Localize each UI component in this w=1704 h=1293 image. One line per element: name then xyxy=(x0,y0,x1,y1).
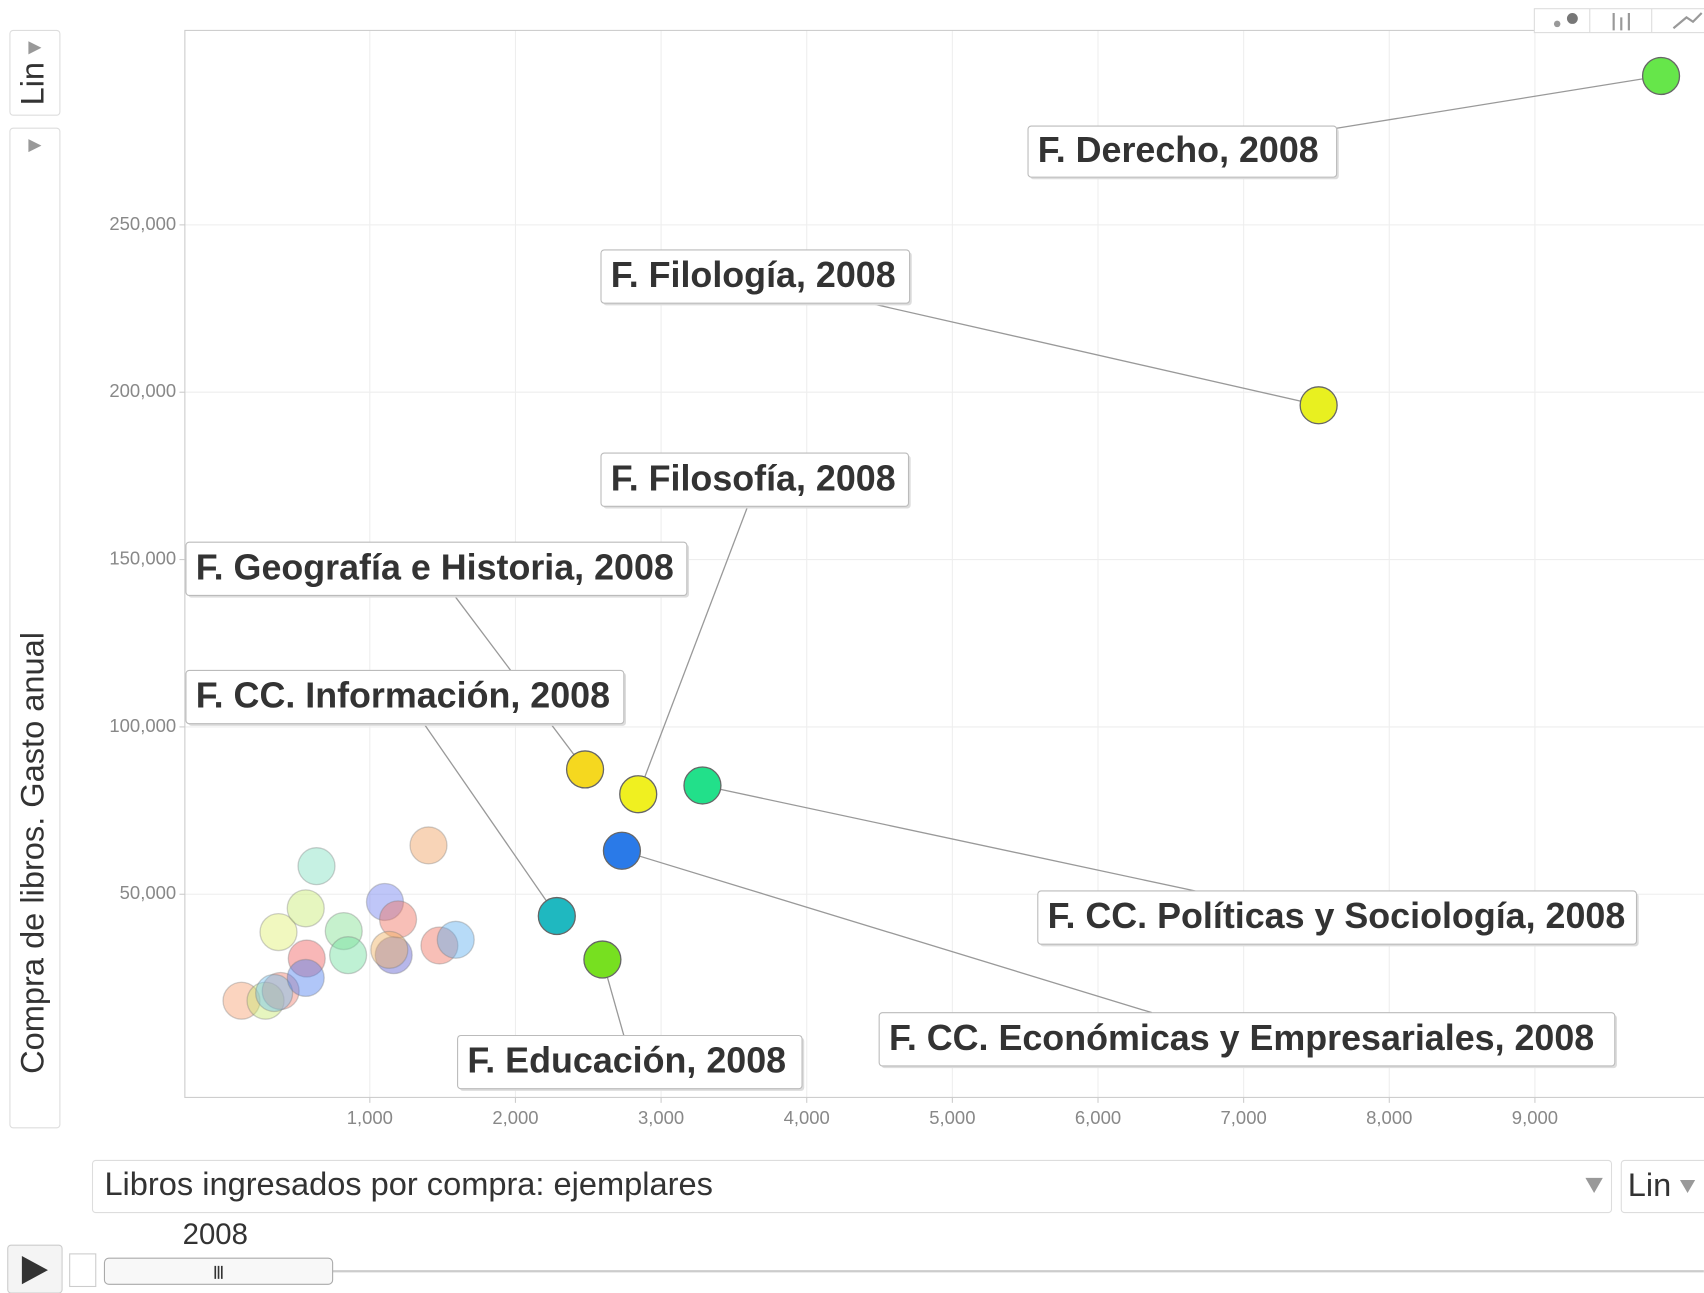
bubble-label: F. Filología, 2008 xyxy=(611,255,896,295)
bubble xyxy=(619,775,658,814)
bubble xyxy=(287,939,326,978)
bubble xyxy=(683,766,722,805)
x-tick-label: 7,000 xyxy=(1221,1107,1267,1128)
bar-tab-icon xyxy=(1612,13,1630,31)
bubble-tab-icon xyxy=(1566,13,1578,24)
y-tick-label: 200,000 xyxy=(109,380,176,401)
arrow-icon xyxy=(28,139,42,153)
x-tick-label: 8,000 xyxy=(1366,1107,1412,1128)
arrow-icon xyxy=(28,41,42,55)
y-tick-label: 250,000 xyxy=(109,213,176,234)
y-tick-label: 100,000 xyxy=(109,715,176,736)
leader-line xyxy=(423,723,558,917)
bubble-label: F. CC. Económicas y Empresariales, 2008 xyxy=(889,1018,1594,1058)
y-axis-label: Compra de libros. Gasto anual xyxy=(14,632,51,1074)
x-tick-label: 5,000 xyxy=(929,1107,975,1128)
bubble xyxy=(374,936,413,975)
x-tick-label: 1,000 xyxy=(347,1107,393,1128)
bubble xyxy=(1299,386,1338,425)
bubble xyxy=(259,912,298,952)
bubble xyxy=(602,831,642,870)
line-tab-icon xyxy=(1672,12,1703,30)
bubble xyxy=(436,920,475,959)
label-box xyxy=(185,669,625,725)
play-icon xyxy=(21,1256,48,1285)
marks xyxy=(222,56,1681,1020)
x-tick-label: 3,000 xyxy=(638,1107,684,1128)
label-box xyxy=(600,249,911,304)
bubble xyxy=(286,958,325,998)
bubble-label: F. CC. Políticas y Sociología, 2008 xyxy=(1048,896,1626,936)
label-box xyxy=(600,452,910,507)
bubble-label: F. Geografía e Historia, 2008 xyxy=(196,547,674,587)
x-tick-label: 9,000 xyxy=(1512,1107,1558,1128)
plot-frame xyxy=(184,29,1704,1098)
bubble xyxy=(255,973,294,1013)
bubble xyxy=(261,971,300,1011)
label-box xyxy=(878,1012,1616,1067)
y-tick-label: 50,000 xyxy=(120,882,176,903)
bubble xyxy=(378,900,418,939)
bubble xyxy=(1641,56,1681,96)
label-box xyxy=(1027,125,1338,178)
y-scale-label: Lin xyxy=(14,62,51,105)
x-tick-label: 6,000 xyxy=(1075,1107,1121,1128)
bubble-label: F. Filosofía, 2008 xyxy=(611,458,896,498)
bubble xyxy=(370,930,409,969)
x-tick-label: 2,000 xyxy=(492,1107,538,1128)
label-box xyxy=(1037,890,1638,945)
bubble xyxy=(246,981,285,1020)
y-axis-selector[interactable] xyxy=(9,127,61,1129)
leader-line xyxy=(637,506,749,795)
y-tick-label: 150,000 xyxy=(109,547,176,568)
speed-control[interactable] xyxy=(69,1253,97,1288)
bubble xyxy=(222,981,261,1020)
time-label: 2008 xyxy=(183,1218,248,1251)
bubble-label: F. Educación, 2008 xyxy=(467,1041,786,1081)
y-scale-button[interactable] xyxy=(9,29,61,116)
leader-line xyxy=(702,784,1196,892)
bubble xyxy=(365,882,405,922)
bubble xyxy=(537,896,576,936)
x-axis-selector[interactable] xyxy=(91,1159,1613,1214)
bubble xyxy=(297,847,336,886)
label-box xyxy=(185,541,688,596)
x-tick-label: 4,000 xyxy=(784,1107,830,1128)
label-box xyxy=(457,1034,803,1090)
dropdown-arrow xyxy=(1679,1179,1696,1194)
chart-type-tabs[interactable] xyxy=(1533,8,1704,34)
leader-line xyxy=(621,850,1153,1014)
bubble-label: F. CC. Información, 2008 xyxy=(196,676,610,716)
slider-grip xyxy=(214,1265,223,1279)
bubble xyxy=(565,750,605,789)
x-scale-button[interactable] xyxy=(1620,1159,1704,1214)
bubble xyxy=(324,911,363,951)
bubble xyxy=(328,936,368,975)
labels: F. Derecho, 2008 F. Filología, 2008 F. Fil… xyxy=(185,75,1662,1091)
bubble xyxy=(409,826,448,865)
leader-line xyxy=(869,302,1319,406)
bubble xyxy=(420,926,459,965)
x-axis-label: Libros ingresados por compra: ejemplares xyxy=(104,1165,712,1202)
bubble xyxy=(583,940,622,979)
leader-line xyxy=(1336,75,1662,129)
x-scale-label: Lin xyxy=(1628,1166,1671,1203)
dropdown-arrow xyxy=(1585,1177,1603,1194)
bubble-label: F. Derecho, 2008 xyxy=(1038,130,1319,170)
bubble-tab-icon xyxy=(1553,20,1561,28)
bubble xyxy=(286,889,325,928)
